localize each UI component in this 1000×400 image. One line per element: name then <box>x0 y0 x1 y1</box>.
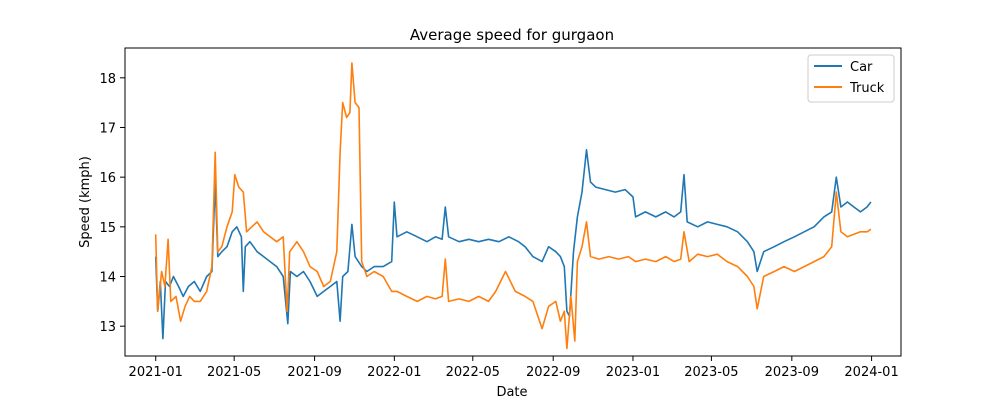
y-tick-label: 16 <box>99 171 116 186</box>
x-tick-label: 2021-09 <box>287 365 341 380</box>
plot-frame <box>124 47 902 357</box>
legend-entry-car: Car <box>850 60 873 75</box>
x-tick-label: 2023-09 <box>765 365 819 380</box>
x-tick-label: 2023-01 <box>606 365 660 380</box>
series-line-truck <box>154 62 872 350</box>
x-tick-label: 2024-01 <box>844 365 898 380</box>
y-tick-label: 14 <box>99 271 116 286</box>
series-lines <box>154 62 872 350</box>
x-tick-label: 2022-01 <box>367 365 421 380</box>
y-tick-label: 17 <box>99 121 116 136</box>
y-tick-label: 15 <box>99 221 116 236</box>
x-tick-label: 2022-09 <box>526 365 580 380</box>
y-axis: 13 14 15 16 17 18 <box>99 72 125 335</box>
legend-entry-truck: Truck <box>849 81 885 96</box>
x-tick-label: 2022-05 <box>446 365 500 380</box>
x-tick-label: 2021-05 <box>207 365 261 380</box>
y-axis-label: Speed (kmph) <box>78 156 93 248</box>
x-tick-label: 2023-05 <box>684 365 738 380</box>
series-line-car <box>154 149 872 340</box>
y-tick-label: 13 <box>99 320 116 335</box>
y-tick-label: 18 <box>99 72 116 87</box>
chart-title: Average speed for gurgaon <box>410 26 614 44</box>
x-tick-label: 2021-01 <box>129 365 183 380</box>
x-axis: 2021-01 2021-05 2021-09 2022-01 2022-05 2022-… <box>129 356 899 380</box>
legend: Car Truck <box>807 54 895 103</box>
x-axis-label: Date <box>496 385 527 400</box>
